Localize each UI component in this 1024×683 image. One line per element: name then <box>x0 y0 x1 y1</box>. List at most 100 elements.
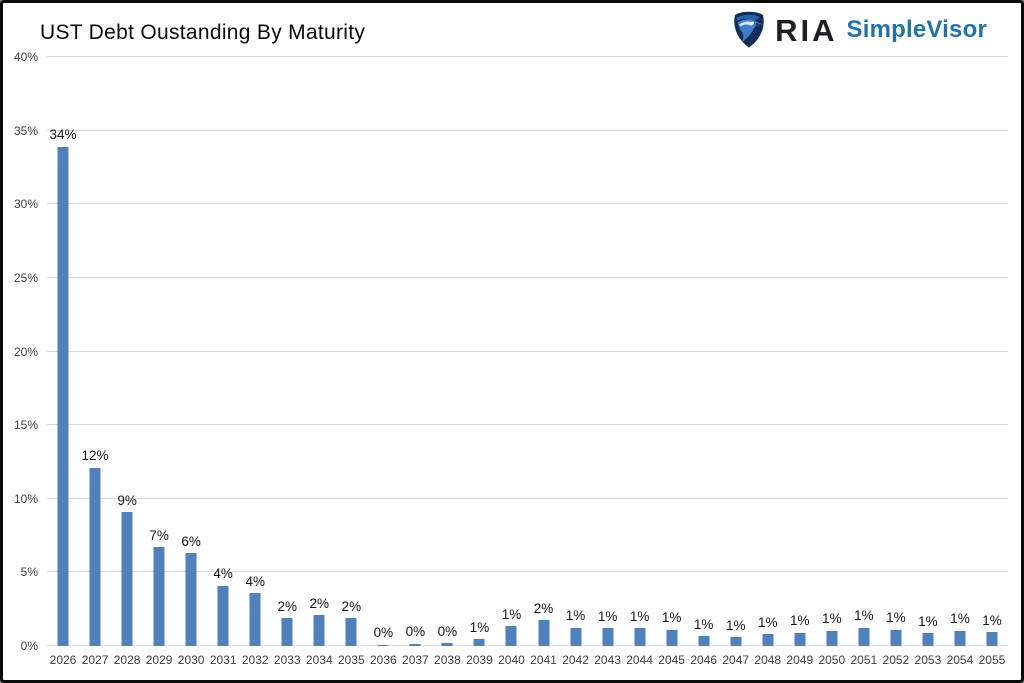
bar <box>890 629 902 646</box>
bar <box>57 146 69 646</box>
bar <box>634 628 646 646</box>
bar <box>441 643 453 646</box>
x-axis-label: 2050 <box>818 653 846 667</box>
bar <box>281 618 293 646</box>
y-axis-label: 5% <box>20 565 38 580</box>
bar-value-label: 1% <box>661 610 682 626</box>
bar <box>826 630 838 646</box>
x-axis-label: 2038 <box>434 653 461 667</box>
bar <box>858 627 870 646</box>
bar-value-label: 1% <box>757 614 778 630</box>
bar <box>666 629 678 646</box>
x-axis-label: 2053 <box>914 653 942 667</box>
x-axis-label: 2032 <box>241 653 269 667</box>
y-axis-label: 30% <box>13 197 38 212</box>
bar-value-label: 1% <box>822 611 842 627</box>
y-axis: 0% 5% 10% 15% 20% 25% 30% 35% 40% <box>3 51 41 652</box>
gridline <box>47 497 1008 499</box>
y-axis-label: 15% <box>13 418 38 433</box>
bar-value-label: 1% <box>918 613 938 629</box>
ria-simplevisor-logo: RIA SimpleVisor <box>732 9 987 51</box>
y-axis-label: 40% <box>13 50 38 64</box>
x-axis-label: 2027 <box>81 653 109 667</box>
x-axis-label: 2037 <box>402 653 429 667</box>
plot-area: 34% 2026 12% 2027 9% 2028 7% 2029 6% 2030 4% 2031 4%… <box>47 56 1008 666</box>
bar <box>409 643 421 646</box>
bar-value-label: 1% <box>725 617 746 633</box>
y-axis-label: 25% <box>13 270 38 285</box>
bar <box>89 467 101 646</box>
y-axis-label: 20% <box>13 344 38 359</box>
x-axis-label: 2036 <box>369 653 397 667</box>
bar-value-label: 1% <box>790 613 810 629</box>
x-axis-label: 2054 <box>946 653 974 667</box>
bar <box>698 636 710 646</box>
x-axis-label: 2048 <box>754 653 782 667</box>
x-axis-label: 2028 <box>113 653 141 667</box>
bar-value-label: 2% <box>341 598 362 614</box>
bar-value-label: 1% <box>982 612 1002 628</box>
bar <box>538 620 550 646</box>
bar-value-label: 1% <box>565 608 586 624</box>
x-axis-label: 2045 <box>658 653 685 667</box>
bar-value-label: 34% <box>49 127 77 143</box>
gridline <box>47 276 1008 278</box>
x-axis-label: 2043 <box>594 653 621 667</box>
bar <box>505 626 517 646</box>
bar <box>794 632 806 646</box>
gridline <box>47 645 1008 646</box>
bar-value-label: 4% <box>245 573 265 589</box>
x-axis-label: 2039 <box>466 653 493 667</box>
x-axis-label: 2029 <box>145 653 173 667</box>
x-axis-label: 2042 <box>562 653 589 667</box>
bar-value-label: 0% <box>405 624 426 640</box>
bar-value-label: 1% <box>950 611 970 627</box>
x-axis-label: 2035 <box>337 653 365 667</box>
x-axis-label: 2031 <box>209 653 237 667</box>
bar-value-label: 1% <box>886 610 906 626</box>
bar-value-label: 2% <box>277 598 298 614</box>
bar-value-label: 4% <box>213 566 233 582</box>
bar-value-label: 0% <box>373 625 394 641</box>
y-axis-label: 35% <box>13 123 38 138</box>
logo-ria-text: RIA <box>775 12 838 48</box>
x-axis-label: 2055 <box>978 653 1006 667</box>
x-axis-label: 2047 <box>722 653 750 667</box>
bar <box>377 644 389 646</box>
bar-value-label: 1% <box>854 608 874 624</box>
bar <box>185 553 197 646</box>
x-axis-label: 2046 <box>690 653 718 667</box>
x-axis-label: 2034 <box>305 653 333 667</box>
bar <box>473 639 485 646</box>
bar-value-label: 2% <box>533 600 554 616</box>
chart-title: UST Debt Oustanding By Maturity <box>40 21 366 44</box>
x-axis-label: 2049 <box>786 653 814 667</box>
x-axis-label: 2030 <box>177 653 205 667</box>
gridline <box>47 424 1008 426</box>
bar <box>121 512 133 646</box>
y-axis-label: 10% <box>13 491 38 506</box>
bar-value-label: 1% <box>469 619 490 635</box>
bar <box>922 633 934 646</box>
bar-value-label: 1% <box>501 606 522 622</box>
bar <box>602 628 614 646</box>
bar <box>217 585 229 646</box>
bar <box>570 627 582 646</box>
bar <box>249 593 261 646</box>
y-axis-label: 0% <box>20 639 38 653</box>
bar-value-label: 1% <box>693 616 714 632</box>
bar-value-label: 6% <box>181 533 201 549</box>
gridline <box>47 203 1008 205</box>
bar <box>345 618 357 646</box>
bar <box>762 634 774 646</box>
bar-value-label: 0% <box>437 623 458 639</box>
x-axis-label: 2052 <box>882 653 910 667</box>
logo-simplevisor-text: SimpleVisor <box>846 16 987 43</box>
bar-value-label: 12% <box>81 448 109 464</box>
bar-value-label: 7% <box>149 527 169 543</box>
bar-value-label: 9% <box>117 492 137 508</box>
x-axis-label: 2040 <box>498 653 525 667</box>
x-axis-label: 2041 <box>530 653 557 667</box>
bar <box>153 547 165 646</box>
